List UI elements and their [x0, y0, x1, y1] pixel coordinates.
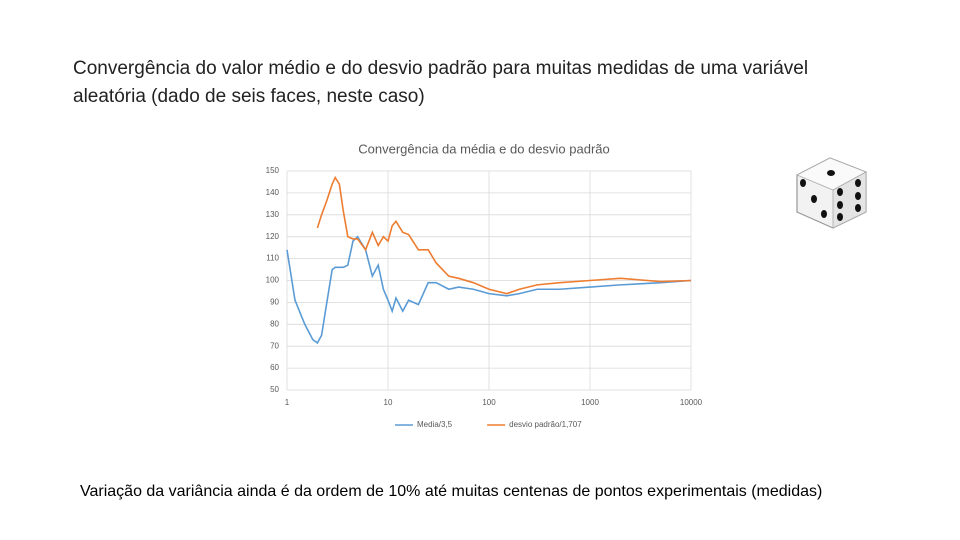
y-tick-label: 100	[266, 276, 280, 285]
x-tick-label: 1000	[581, 398, 599, 407]
y-tick-label: 130	[266, 210, 280, 219]
series-line	[316, 175, 692, 295]
x-tick-label: 10000	[680, 398, 703, 407]
y-tick-label: 80	[270, 319, 279, 328]
y-tick-label: 60	[270, 363, 279, 372]
y-tick-label: 120	[266, 232, 280, 241]
die	[796, 157, 867, 229]
y-tick-label: 90	[270, 298, 279, 307]
series-line	[286, 235, 692, 345]
x-tick-label: 1	[285, 398, 290, 407]
slide-title: Convergência do valor médio e do desvio …	[73, 58, 809, 107]
y-tick-label: 150	[266, 166, 280, 175]
x-tick-label: 10	[384, 398, 393, 407]
chart-title: Convergência da média e do desvio padrão	[358, 141, 610, 156]
chart: Convergência da média e do desvio padrão…	[266, 141, 867, 429]
x-tick-label: 100	[482, 398, 496, 407]
legend-label: Media/3,5	[417, 420, 453, 429]
legend-label: desvio padrão/1,707	[509, 420, 582, 429]
y-tick-label: 50	[270, 385, 279, 394]
y-tick-label: 110	[266, 254, 279, 263]
slide-caption: Variação da variância ainda é da ordem d…	[80, 483, 823, 500]
y-tick-label: 70	[270, 341, 279, 350]
y-tick-label: 140	[266, 188, 280, 197]
